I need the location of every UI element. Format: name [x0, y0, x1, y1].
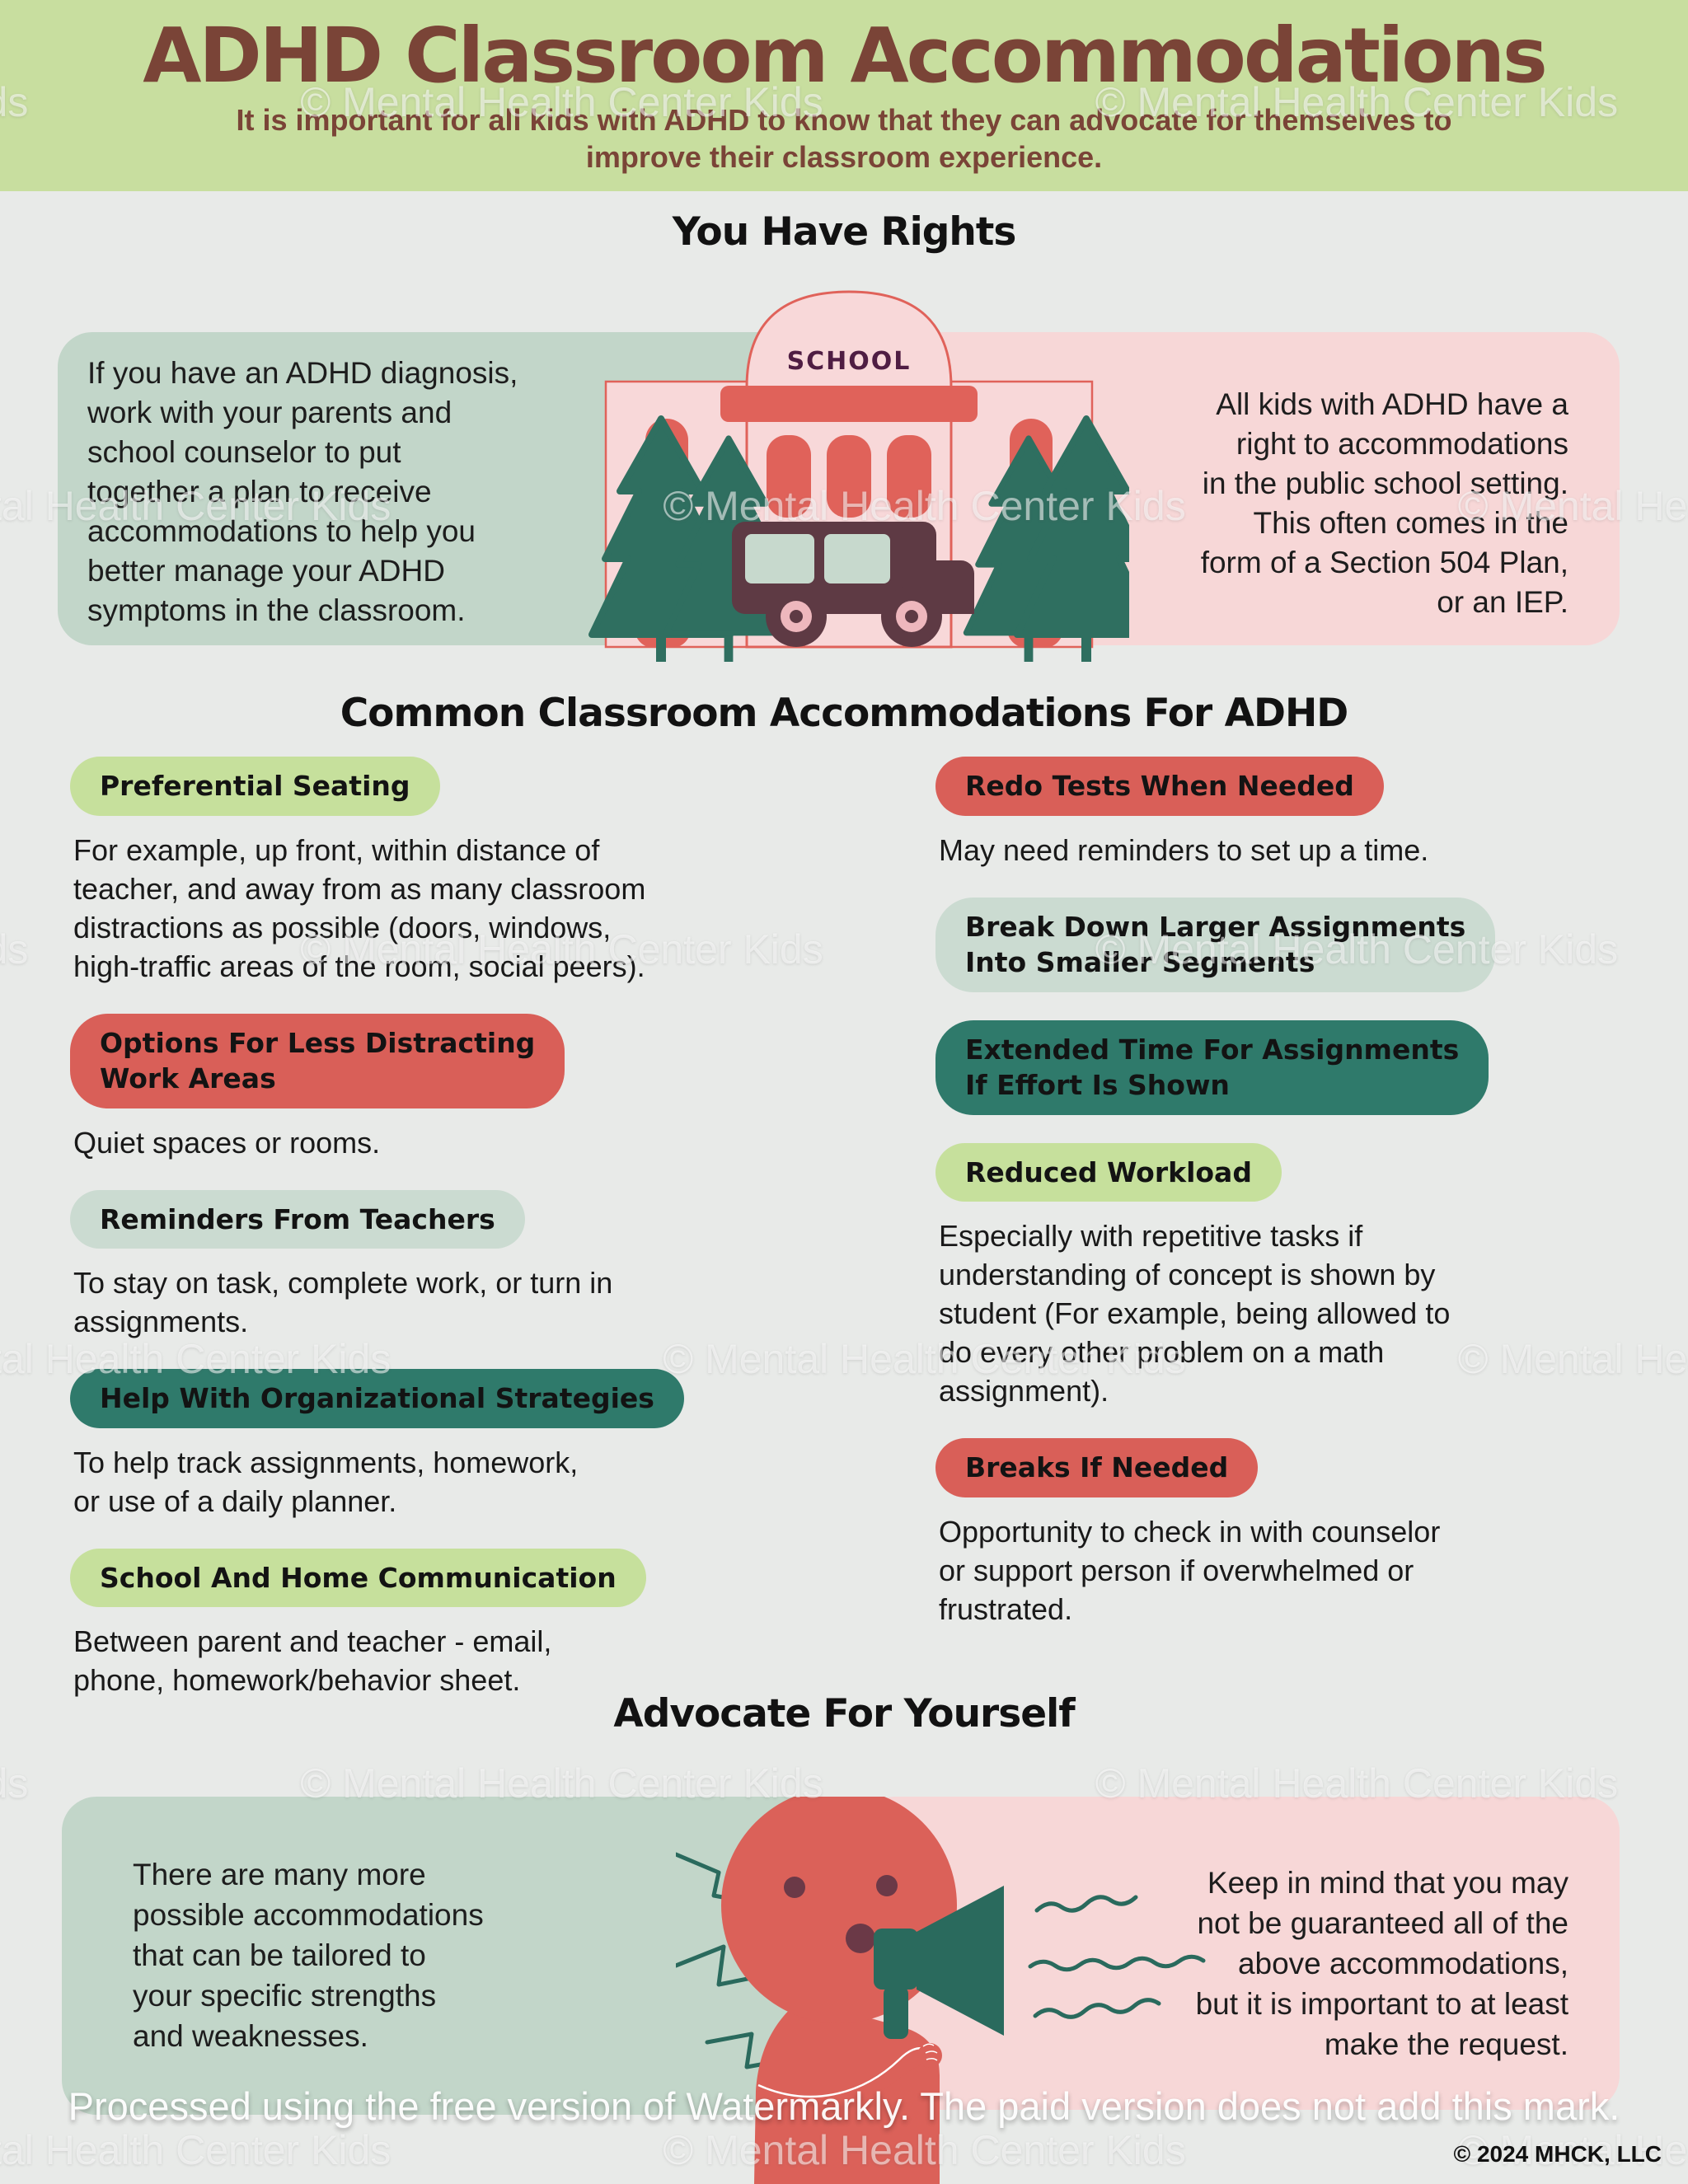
- accommodation-item: Preferential Seating For example, up fro…: [70, 757, 729, 986]
- school-bus-icon: [732, 522, 974, 647]
- person-eye: [784, 1877, 805, 1898]
- accommodation-item: Reminders From Teachers To stay on task,…: [70, 1189, 729, 1342]
- accommodation-item: Options For Less Distracting Work Areas …: [70, 1013, 729, 1162]
- pill-redo-tests: Redo Tests When Needed: [935, 757, 1384, 816]
- person-eye: [876, 1875, 898, 1896]
- pill-school-home-communication: School And Home Communication: [70, 1548, 646, 1608]
- accommodation-item: Breaks If Needed Opportunity to check in…: [935, 1438, 1618, 1629]
- accommodation-item: Help With Organizational Strategies To h…: [70, 1369, 729, 1521]
- accommodations-left-column: Preferential Seating For example, up fro…: [70, 757, 729, 1727]
- accommodation-desc: Opportunity to check in with counselor o…: [939, 1514, 1441, 1626]
- school-illustration: SCHOOL: [569, 290, 1129, 662]
- accommodations-columns: Preferential Seating For example, up fro…: [70, 757, 1618, 1727]
- accommodation-item: Extended Time For Assignments If Effort …: [935, 1019, 1618, 1115]
- pill-break-down-assignments: Break Down Larger Assignments Into Small…: [935, 897, 1496, 992]
- watermark-text: © Mental Health Center Kids: [0, 2127, 392, 2173]
- accommodation-desc: Between parent and teacher - email, phon…: [73, 1624, 552, 1698]
- pill-extended-time: Extended Time For Assignments If Effort …: [935, 1019, 1489, 1115]
- header-subtitle: It is important for all kids with ADHD t…: [236, 102, 1452, 174]
- pill-preferential-seating: Preferential Seating: [70, 757, 440, 816]
- rights-right-text: All kids with ADHD have a right to accom…: [1200, 387, 1568, 619]
- accommodation-desc: Especially with repetitive tasks if unde…: [939, 1219, 1451, 1408]
- accommodations-right-column: Redo Tests When Needed May need reminder…: [935, 757, 1618, 1727]
- person-arm: [757, 2043, 942, 2111]
- header: ADHD Classroom Accommodations It is impo…: [0, 0, 1688, 191]
- advocate-left-text: There are many more possible accommodati…: [133, 1858, 484, 2053]
- pill-breaks-if-needed: Breaks If Needed: [935, 1438, 1259, 1497]
- megaphone-icon: [874, 1886, 1004, 2039]
- rights-heading: You Have Rights: [672, 209, 1017, 255]
- sound-wave-lines: [1028, 1895, 1206, 2019]
- accommodation-item: Redo Tests When Needed May need reminder…: [935, 757, 1618, 869]
- rights-left-text: If you have an ADHD diagnosis, work with…: [87, 356, 518, 627]
- advocate-right-text: Keep in mind that you may not be guarant…: [1195, 1866, 1568, 2061]
- accommodation-desc: May need reminders to set up a time.: [939, 832, 1429, 867]
- pill-less-distracting-work-areas: Options For Less Distracting Work Areas: [70, 1013, 565, 1108]
- page-title: ADHD Classroom Accommodations: [143, 12, 1548, 100]
- pill-reduced-workload: Reduced Workload: [935, 1142, 1282, 1202]
- person-mouth: [846, 1924, 875, 1953]
- school-sign: SCHOOL: [787, 347, 912, 376]
- accommodations-heading: Common Classroom Accommodations For ADHD: [340, 691, 1349, 736]
- accommodation-desc: To help track assignments, homework, or …: [73, 1445, 579, 1518]
- pill-organizational-strategies: Help With Organizational Strategies: [70, 1369, 684, 1428]
- accommodation-item: Break Down Larger Assignments Into Small…: [935, 897, 1618, 992]
- accommodation-desc: For example, up front, within distance o…: [73, 832, 646, 983]
- pill-reminders-from-teachers: Reminders From Teachers: [70, 1189, 525, 1249]
- accommodation-item: School And Home Communication Between pa…: [70, 1548, 729, 1700]
- watermark-text: © Mental Health Center Kids: [0, 926, 29, 972]
- accommodation-desc: Quiet spaces or rooms.: [73, 1125, 381, 1160]
- megaphone-person-illustration: [676, 1797, 1206, 2184]
- accommodation-desc: To stay on task, complete work, or turn …: [73, 1266, 613, 1339]
- watermark-text: © Mental Health Center Kids: [0, 1760, 29, 1807]
- advocate-heading: Advocate For Yourself: [613, 1691, 1075, 1736]
- accommodation-item: Reduced Workload Especially with repetit…: [935, 1142, 1618, 1411]
- copyright-notice: © 2024 MHCK, LLC: [1453, 2141, 1662, 2167]
